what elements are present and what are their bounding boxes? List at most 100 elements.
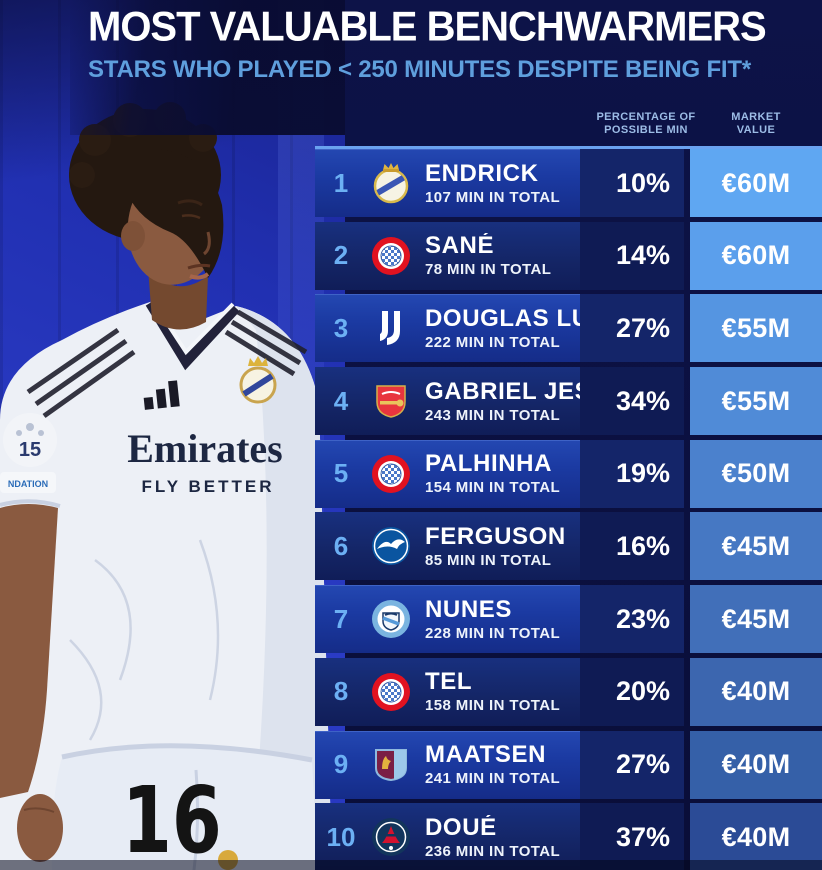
rank-label: 3 xyxy=(333,312,349,343)
page-title: MOST VALUABLE BENCHWARMERS xyxy=(88,4,767,50)
table-rows: 1 ENDRICK 107 MIN IN TOTAL 10% €60M 2 SANÉ 78 M… xyxy=(315,149,822,870)
player-name: DOUGLAS LUIZ xyxy=(425,305,580,332)
player-minutes: 222 MIN IN TOTAL xyxy=(425,333,561,351)
table-row: 7 NUNES 228 MIN IN TOTAL 23% €45M xyxy=(315,585,822,654)
rank-label: 4 xyxy=(333,385,349,416)
aston-villa-badge-icon xyxy=(367,744,415,786)
title-backdrop-shade xyxy=(70,0,345,135)
player-cell: 3 DOUGLAS LUIZ222 MIN IN TOTAL xyxy=(315,294,580,363)
bayern-badge-icon xyxy=(367,671,415,713)
shirt-sponsor-tagline: FLY BETTER xyxy=(142,477,275,496)
player-cell: 6 FERGUSON 85 MIN IN TOTAL xyxy=(315,512,580,581)
table-row: 9 MAATSEN 241 MIN IN TOTAL 27% €40M xyxy=(315,730,822,799)
column-header-value-line1: MARKET xyxy=(731,111,781,123)
market-value-cell: €55M xyxy=(690,367,822,436)
percentage-cell: 10% xyxy=(580,149,684,217)
percentage-cell: 34% xyxy=(580,367,684,436)
rank-label: 2 xyxy=(333,240,349,271)
player-info: NUNES 228 MIN IN TOTAL xyxy=(415,597,580,642)
table-row: 8 TEL 158 MIN IN TOTAL 20% €40M xyxy=(315,657,822,726)
man-city-badge-icon xyxy=(367,598,415,640)
psg-badge-icon xyxy=(367,816,415,858)
rank-label: 9 xyxy=(333,749,349,779)
market-value-cell: €45M xyxy=(690,585,822,654)
player-minutes: 228 MIN IN TOTAL xyxy=(425,624,561,642)
player-minutes: 78 MIN IN TOTAL xyxy=(425,261,552,279)
column-header-percentage-line1: PERCENTAGE OF xyxy=(596,111,696,123)
player-info: ENDRICK 107 MIN IN TOTAL xyxy=(415,161,580,206)
player-info: SANÉ 78 MIN IN TOTAL xyxy=(415,233,580,278)
player-cell: 5 PALHINHA 154 MIN IN TOTAL xyxy=(315,439,580,508)
percentage-cell: 27% xyxy=(580,730,684,799)
rank-label: 7 xyxy=(333,603,349,634)
brighton-badge-icon xyxy=(367,525,415,567)
rank-label: 8 xyxy=(333,676,349,707)
percentage-cell: 37% xyxy=(580,803,684,870)
bottom-shade xyxy=(0,860,822,870)
shirt-sponsor: Emirates xyxy=(127,426,283,471)
sleeve-patch-number: 15 xyxy=(19,439,41,461)
player-cell: 1 ENDRICK 107 MIN IN TOTAL xyxy=(315,149,580,217)
percentage-cell: 16% xyxy=(580,512,684,581)
player-cell: 9 MAATSEN 241 MIN IN TOTAL xyxy=(315,730,580,799)
real-madrid-badge-icon xyxy=(367,162,415,204)
table-row: 2 SANÉ 78 MIN IN TOTAL 14% €60M xyxy=(315,221,822,290)
player-name: FERGUSON xyxy=(425,523,566,550)
player-name: ENDRICK xyxy=(425,160,539,187)
market-value-cell: €60M xyxy=(690,221,822,290)
player-cell: 10 DOUÉ 236 MIN IN TOTAL xyxy=(315,803,580,870)
column-header-percentage-line2: POSSIBLE MIN xyxy=(604,124,688,136)
player-info: GABRIEL JESUS243 MIN IN TOTAL xyxy=(415,379,580,424)
table-row: 5 PALHINHA 154 MIN IN TOTAL 19% €50M xyxy=(315,439,822,508)
player-name: SANÉ xyxy=(425,233,495,260)
player-name: NUNES xyxy=(425,596,513,623)
player-minutes: 241 MIN IN TOTAL xyxy=(425,770,561,787)
page-subtitle: STARS WHO PLAYED < 250 MINUTES DESPITE B… xyxy=(88,55,751,83)
shirt-number: 16 xyxy=(122,767,222,870)
player-info: PALHINHA 154 MIN IN TOTAL xyxy=(415,451,580,496)
headline-block: MOST VALUABLE BENCHWARMERS STARS WHO PLA… xyxy=(88,4,818,84)
benchwarmers-table: 1 ENDRICK 107 MIN IN TOTAL 10% €60M 2 SANÉ 78 M… xyxy=(315,146,822,870)
player-info: FERGUSON 85 MIN IN TOTAL xyxy=(415,524,580,569)
player-minutes: 243 MIN IN TOTAL xyxy=(425,406,561,424)
player-cell: 2 SANÉ 78 MIN IN TOTAL xyxy=(315,221,580,290)
player-name: TEL xyxy=(425,669,473,696)
rank-label: 1 xyxy=(333,167,349,198)
player-name: GABRIEL JESUS xyxy=(425,378,580,405)
bayern-badge-icon xyxy=(367,235,415,277)
player-name: MAATSEN xyxy=(425,742,547,768)
player-minutes: 236 MIN IN TOTAL xyxy=(425,842,561,860)
player-cell: 7 NUNES 228 MIN IN TOTAL xyxy=(315,585,580,654)
juventus-badge-icon xyxy=(367,307,415,349)
rank-label: 6 xyxy=(333,530,349,561)
table-row: 10 DOUÉ 236 MIN IN TOTAL 37% €40M xyxy=(315,803,822,870)
player-minutes: 154 MIN IN TOTAL xyxy=(425,479,561,497)
bayern-badge-icon xyxy=(367,453,415,495)
player-cell: 8 TEL 158 MIN IN TOTAL xyxy=(315,657,580,726)
column-header-percentage: PERCENTAGE OF POSSIBLE MIN xyxy=(583,111,709,137)
column-header-market-value: MARKET VALUE xyxy=(690,111,822,137)
arsenal-badge-icon xyxy=(367,380,415,422)
player-info: DOUGLAS LUIZ222 MIN IN TOTAL xyxy=(415,306,580,351)
market-value-cell: €45M xyxy=(690,512,822,581)
sleeve-patch-text: NDATION xyxy=(8,479,48,489)
player-minutes: 85 MIN IN TOTAL xyxy=(425,551,552,569)
percentage-cell: 23% xyxy=(580,585,684,654)
percentage-cell: 19% xyxy=(580,439,684,508)
percentage-cell: 27% xyxy=(580,294,684,363)
player-minutes: 158 MIN IN TOTAL xyxy=(425,697,561,715)
market-value-cell: €40M xyxy=(690,803,822,870)
table-row: 1 ENDRICK 107 MIN IN TOTAL 10% €60M xyxy=(315,149,822,217)
player-cell: 4 GABRIEL JESUS243 MIN IN TOTAL xyxy=(315,367,580,436)
table-row: 6 FERGUSON 85 MIN IN TOTAL 16% €45M xyxy=(315,512,822,581)
player-info: DOUÉ 236 MIN IN TOTAL xyxy=(415,815,580,860)
percentage-cell: 14% xyxy=(580,221,684,290)
market-value-cell: €50M xyxy=(690,439,822,508)
player-minutes: 107 MIN IN TOTAL xyxy=(425,188,561,206)
rank-label: 5 xyxy=(333,458,349,489)
market-value-cell: €40M xyxy=(690,657,822,726)
market-value-cell: €60M xyxy=(690,149,822,217)
